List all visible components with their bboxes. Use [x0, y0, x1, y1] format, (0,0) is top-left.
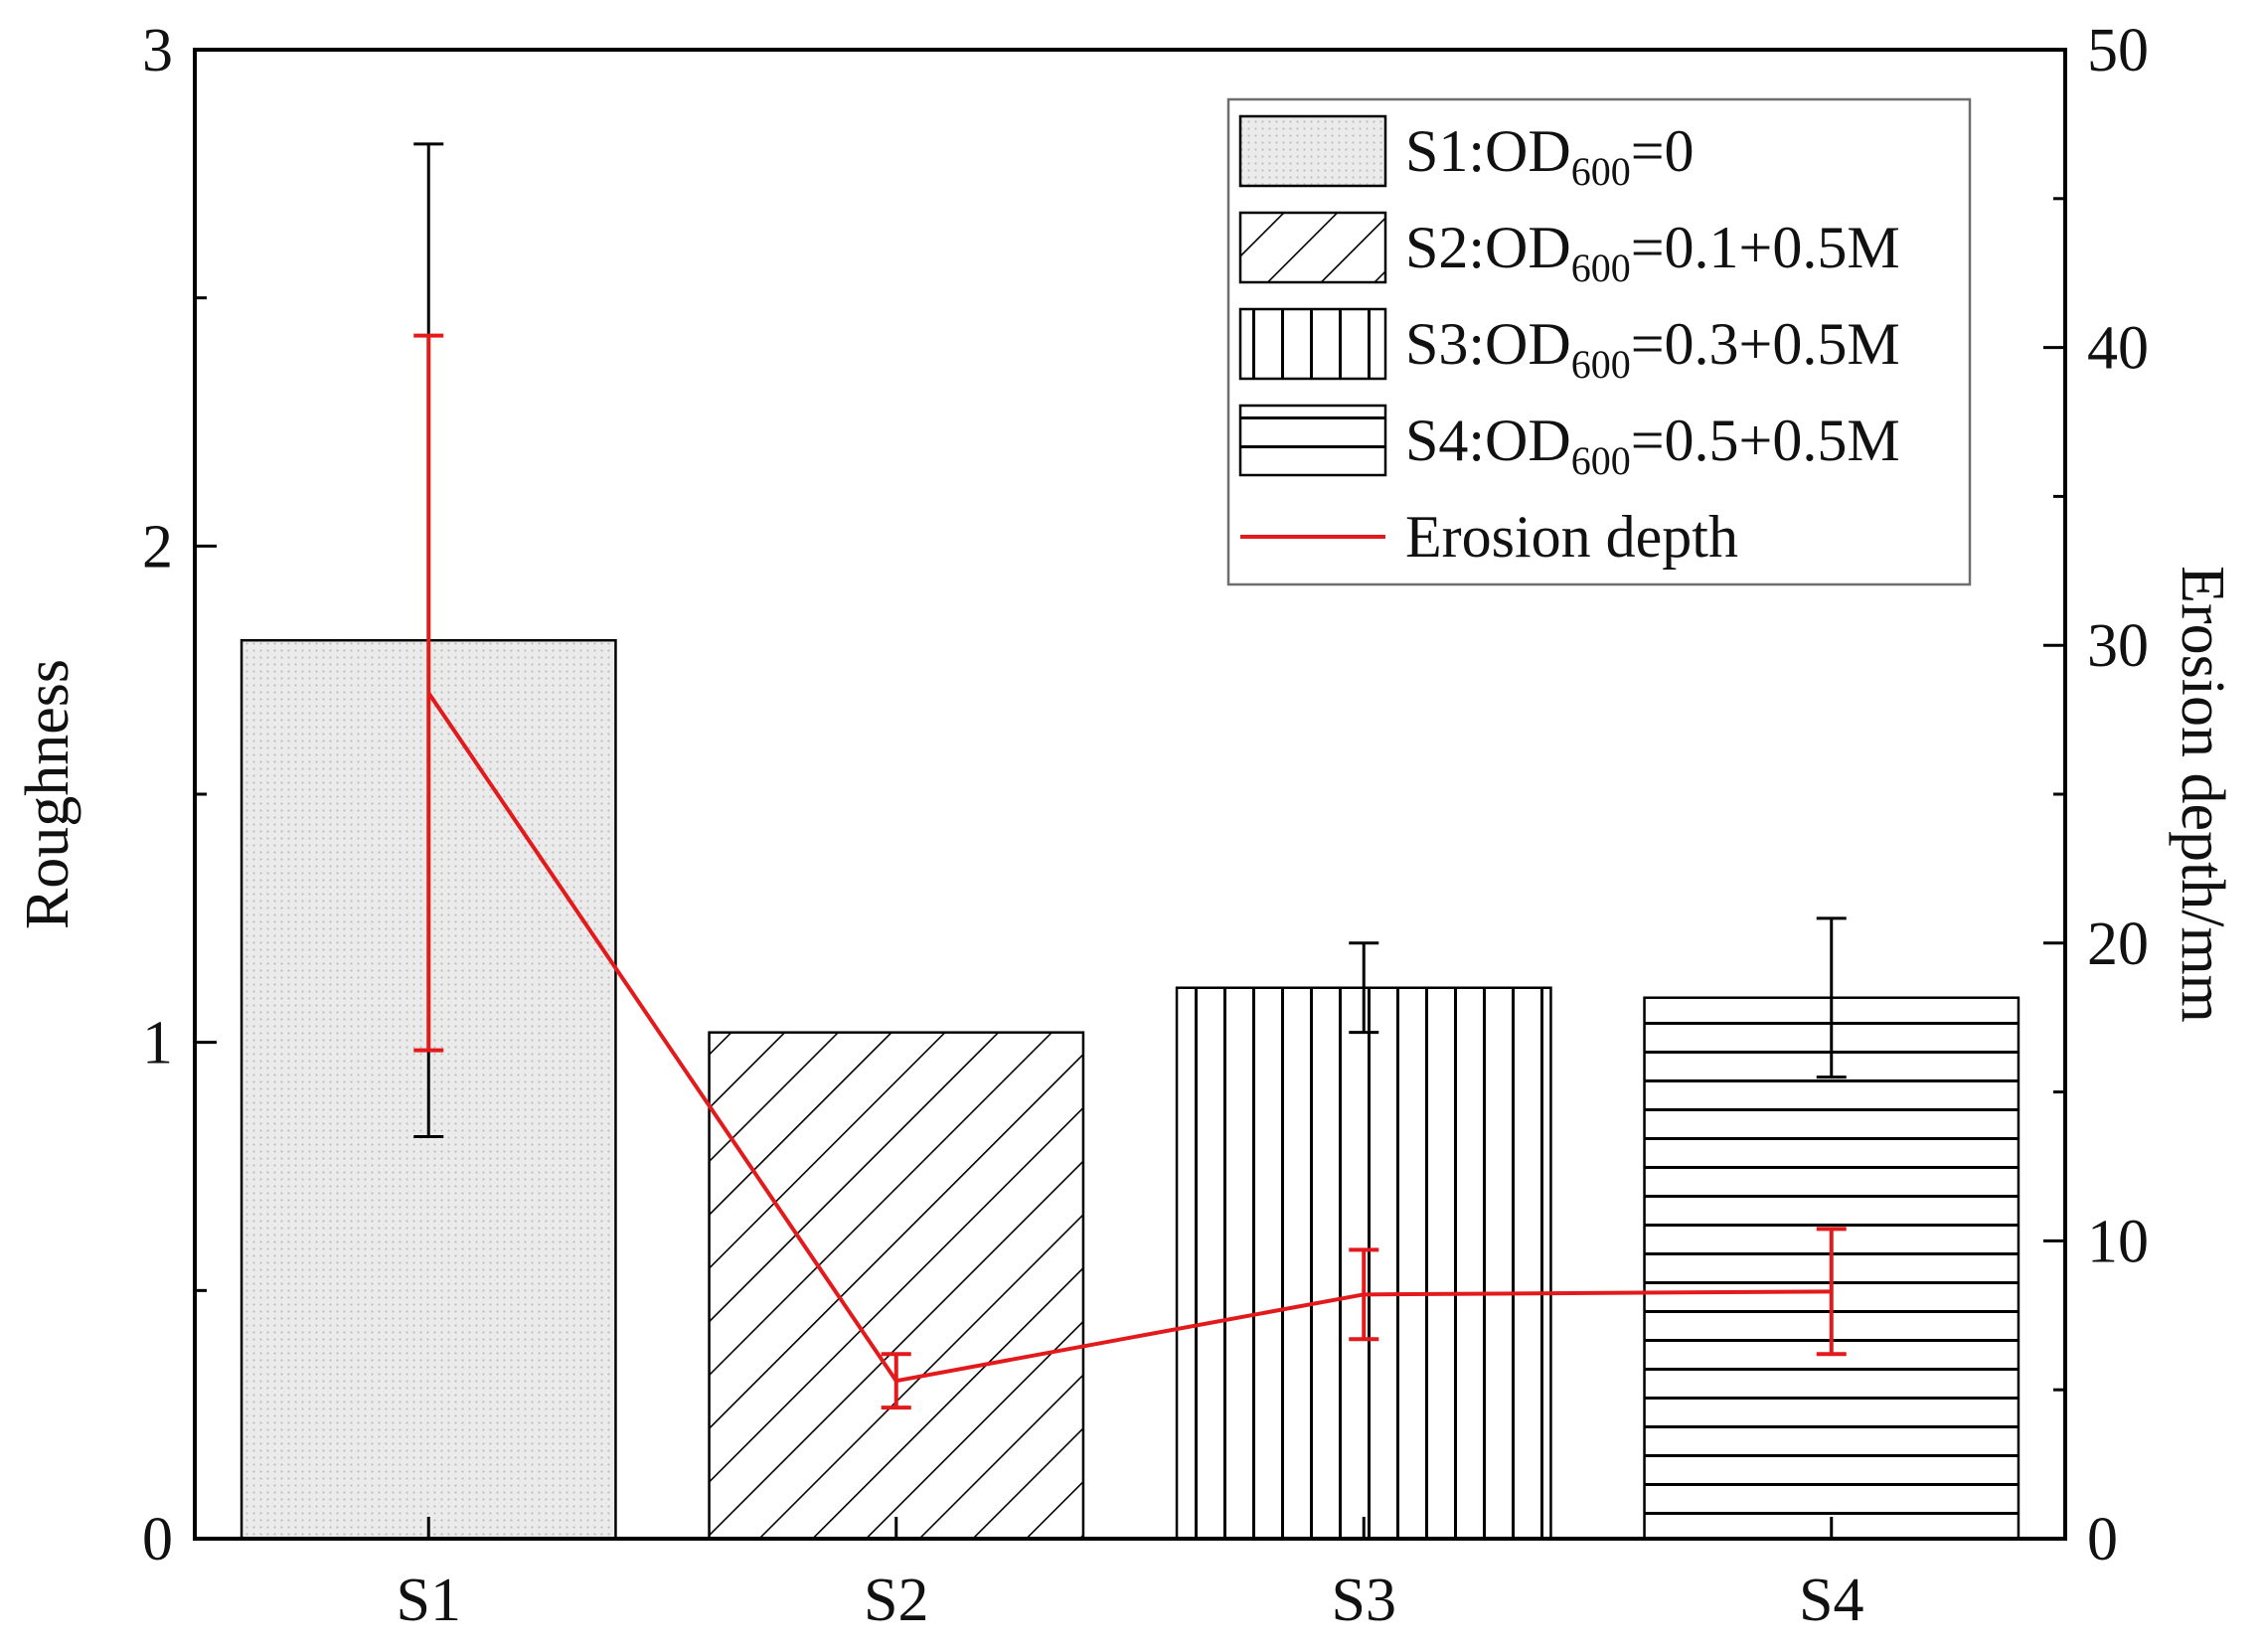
legend-label-subscript: 600 — [1571, 438, 1631, 483]
legend-swatch — [1238, 114, 1387, 188]
right-tick-label: 40 — [2087, 315, 2149, 383]
legend-item: S4:OD600=0.5+0.5M — [1238, 404, 1900, 483]
legend-label-subscript: 600 — [1571, 149, 1631, 194]
x-tick-label-s4: S4 — [1799, 1567, 1863, 1634]
bar-error-s3 — [1349, 941, 1379, 1035]
legend-label-subscript: 600 — [1571, 246, 1631, 290]
bar-s2 — [708, 1031, 1085, 1541]
left-tick-label: 1 — [142, 1010, 173, 1077]
legend-label-prefix: S2:OD — [1405, 215, 1571, 280]
erosion-error-s2 — [881, 1352, 911, 1410]
legend-label-prefix: S3:OD — [1405, 311, 1571, 377]
legend-label: Erosion depth — [1405, 504, 1738, 570]
right-tick-label: 30 — [2087, 612, 2149, 680]
legend-label: S1:OD600=0 — [1405, 118, 1695, 194]
left-tick-label: 0 — [142, 1506, 173, 1573]
legend-label: S3:OD600=0.3+0.5M — [1405, 311, 1900, 387]
erosion-depth-line — [426, 692, 1832, 1384]
legend-label-suffix: =0 — [1631, 118, 1695, 184]
right-tick-label: 50 — [2087, 17, 2149, 84]
legend-label-subscript: 600 — [1571, 342, 1631, 387]
bar-error-s4 — [1816, 916, 1847, 1079]
legend-label-suffix: =0.5+0.5M — [1631, 408, 1900, 473]
x-tick-label-s2: S2 — [864, 1567, 928, 1634]
x-tick-label-s3: S3 — [1332, 1567, 1396, 1634]
right-tick-label: 20 — [2087, 910, 2149, 978]
legend-item: S1:OD600=0 — [1238, 114, 1695, 194]
x-tick-label-s1: S1 — [397, 1567, 461, 1634]
legend-swatch — [1238, 404, 1387, 477]
legend-swatch — [1238, 307, 1387, 381]
legend-label: S4:OD600=0.5+0.5M — [1405, 408, 1900, 483]
bars-layer — [240, 638, 2021, 1541]
legend-item: S2:OD600=0.1+0.5M — [1238, 211, 1900, 290]
erosion-error-s3 — [1349, 1247, 1379, 1342]
legend-item: S3:OD600=0.3+0.5M — [1238, 307, 1900, 387]
legend-label-prefix: S4:OD — [1405, 408, 1571, 473]
right-tick-label: 0 — [2087, 1506, 2118, 1573]
legend-label-suffix: =0.1+0.5M — [1631, 215, 1900, 280]
legend-label-suffix: =0.3+0.5M — [1631, 311, 1900, 377]
legend-swatch — [1238, 211, 1387, 284]
erosion-error-s4 — [1816, 1227, 1847, 1357]
legend-label: S2:OD600=0.1+0.5M — [1405, 215, 1900, 290]
legend: S1:OD600=0S2:OD600=0.1+0.5MS3:OD600=0.3+… — [1226, 97, 1972, 586]
legend-label-prefix: S1:OD — [1405, 118, 1571, 184]
left-tick-label: 2 — [142, 513, 173, 580]
left-tick-label: 3 — [142, 17, 173, 84]
erosion-line-layer — [413, 333, 1847, 1410]
right-tick-label: 10 — [2087, 1208, 2149, 1275]
legend-item: Erosion depth — [1240, 504, 1738, 570]
y2-axis-title: Erosion depth/mm — [2169, 566, 2236, 1023]
y-axis-title: Roughness — [14, 659, 81, 929]
erosion-error-s1 — [413, 333, 444, 1053]
axis-labels: Roughness Erosion depth/mm — [14, 566, 2236, 1023]
